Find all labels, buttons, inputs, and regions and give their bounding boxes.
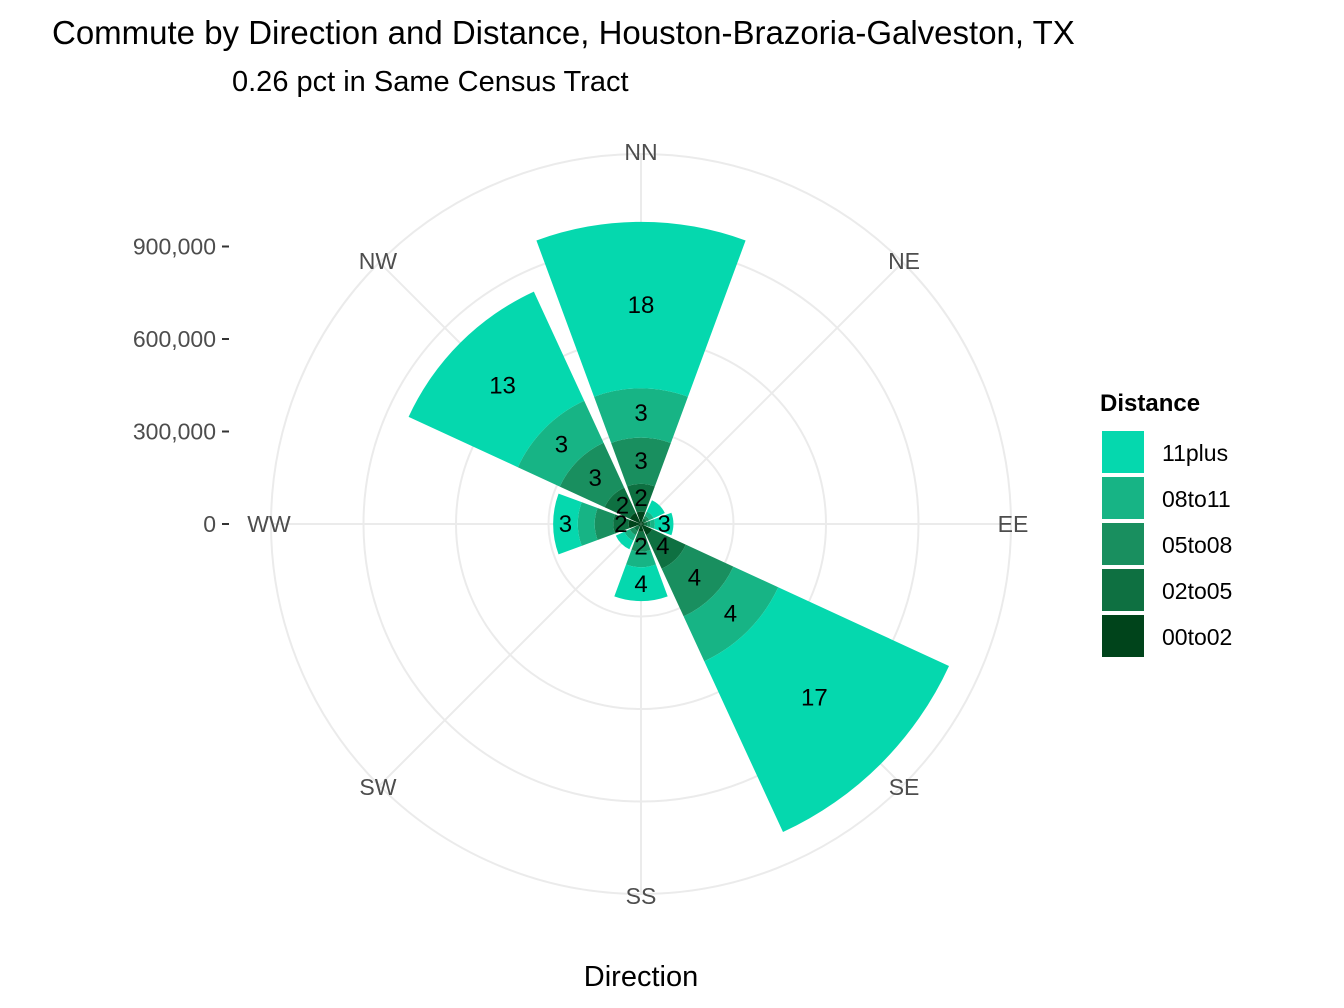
segment-label: 4	[688, 564, 701, 591]
bar-segment-WW-05to08	[594, 507, 615, 541]
segment-label: 4	[634, 571, 647, 598]
segment-label: 3	[657, 511, 670, 538]
bar-segment-EE-02to05	[643, 521, 648, 527]
bar-segment-NW-00to02	[629, 512, 641, 524]
legend: Distance 11plus 08to11 05to08 02to05 00to02	[1100, 390, 1232, 657]
bar-segment-NW-08to11	[517, 400, 604, 487]
bar-segment-SE-11plus	[704, 587, 950, 833]
legend-swatch-08to11	[1102, 477, 1144, 519]
bar-segment-SW-02to05	[633, 525, 640, 532]
y-tick-label: 900,000	[133, 234, 216, 260]
bar-segment-SW-11plus	[615, 531, 634, 550]
segment-label: 17	[801, 684, 828, 711]
bar-segment-EE-08to11	[649, 519, 655, 529]
segment-label: 3	[589, 465, 602, 492]
direction-label-SW: SW	[359, 774, 396, 800]
segment-label: 3	[555, 431, 568, 458]
bar-segments	[408, 221, 950, 833]
bar-segment-WW-08to11	[577, 502, 598, 546]
bar-segment-NN-00to02	[636, 511, 646, 524]
bar-segment-NN-11plus	[536, 221, 746, 397]
direction-labels: NN NE EE SE SS SW WW NW	[247, 139, 1028, 909]
legend-title: Distance	[1100, 390, 1200, 417]
legend-swatch-05to08	[1102, 523, 1144, 565]
direction-label-EE: EE	[998, 511, 1029, 537]
bar-segment-SS-11plus	[614, 564, 668, 602]
legend-label-05to08: 05to08	[1162, 532, 1232, 558]
bar-segment-WW-02to05	[613, 514, 630, 534]
grid-spoke	[378, 523, 642, 787]
bar-segment-NE-05to08	[643, 515, 650, 522]
segment-label: 2	[616, 492, 629, 519]
segment-label: 13	[489, 373, 516, 400]
segment-label: 2	[614, 511, 627, 538]
y-tick-label: 300,000	[133, 419, 216, 445]
bar-segment-WW-00to02	[628, 519, 641, 529]
bar-segment-NN-02to05	[627, 483, 655, 513]
chart-title: Commute by Direction and Distance, Houst…	[52, 14, 1075, 51]
bar-segment-EE-11plus	[654, 512, 674, 536]
segment-label: 3	[634, 448, 647, 475]
direction-label-NE: NE	[888, 248, 920, 274]
bar-segment-SW-05to08	[629, 527, 638, 536]
bar-segment-SE-00to02	[641, 524, 653, 536]
segment-label: 3	[559, 511, 572, 538]
chart-subtitle: 0.26 pct in Same Census Tract	[232, 66, 629, 98]
legend-label-00to02: 00to02	[1162, 624, 1232, 650]
bar-segment-NE-00to02	[641, 521, 644, 524]
legend-label-11plus: 11plus	[1162, 440, 1228, 466]
bar-segment-NN-08to11	[594, 388, 688, 444]
legend-label-08to11: 08to11	[1162, 486, 1231, 512]
y-tick-label: 600,000	[133, 326, 216, 352]
bar-segment-SS-02to05	[635, 531, 647, 541]
bar-segment-EE-05to08	[646, 520, 651, 528]
segment-label: 2	[634, 485, 647, 512]
radial-axis: 0 300,000 600,000 900,000	[133, 234, 229, 537]
bar-segment-SE-08to11	[683, 566, 779, 662]
bar-segment-SS-05to08	[631, 539, 651, 552]
legend-swatch-02to05	[1102, 569, 1144, 611]
bar-segment-SS-00to02	[638, 524, 644, 532]
segment-label: 18	[628, 292, 655, 319]
bar-segment-SW-00to02	[638, 524, 641, 527]
bar-segment-NE-02to05	[642, 518, 647, 523]
direction-label-WW: WW	[247, 511, 291, 537]
segment-label: 3	[634, 400, 647, 427]
bar-segment-NN-05to08	[611, 437, 671, 487]
bar-segment-SW-08to11	[624, 529, 636, 541]
segment-label: 2	[634, 533, 647, 560]
legend-label-02to05: 02to05	[1162, 578, 1232, 604]
segment-label: 4	[724, 600, 737, 627]
bar-segment-SS-08to11	[626, 550, 656, 568]
segment-label: 4	[656, 533, 669, 560]
bar-segment-NE-08to11	[644, 511, 654, 521]
legend-swatch-00to02	[1102, 615, 1144, 657]
direction-label-SS: SS	[626, 883, 657, 909]
bar-segment-EE-00to02	[641, 522, 645, 526]
bar-segment-NW-11plus	[408, 291, 585, 468]
direction-label-NW: NW	[359, 248, 398, 274]
bar-segment-WW-11plus	[553, 493, 582, 555]
x-axis-title: Direction	[584, 961, 698, 993]
bar-segment-SE-02to05	[646, 529, 686, 569]
bar-segment-NE-11plus	[646, 500, 665, 519]
legend-swatch-11plus	[1102, 431, 1144, 473]
bar-segment-NW-05to08	[559, 442, 625, 508]
grid-spoke	[640, 261, 904, 525]
direction-label-NN: NN	[624, 139, 657, 165]
y-tick-label: 0	[203, 511, 216, 537]
bar-segment-SE-05to08	[661, 544, 734, 617]
bar-segment-NW-02to05	[604, 487, 636, 519]
direction-label-SE: SE	[889, 774, 920, 800]
